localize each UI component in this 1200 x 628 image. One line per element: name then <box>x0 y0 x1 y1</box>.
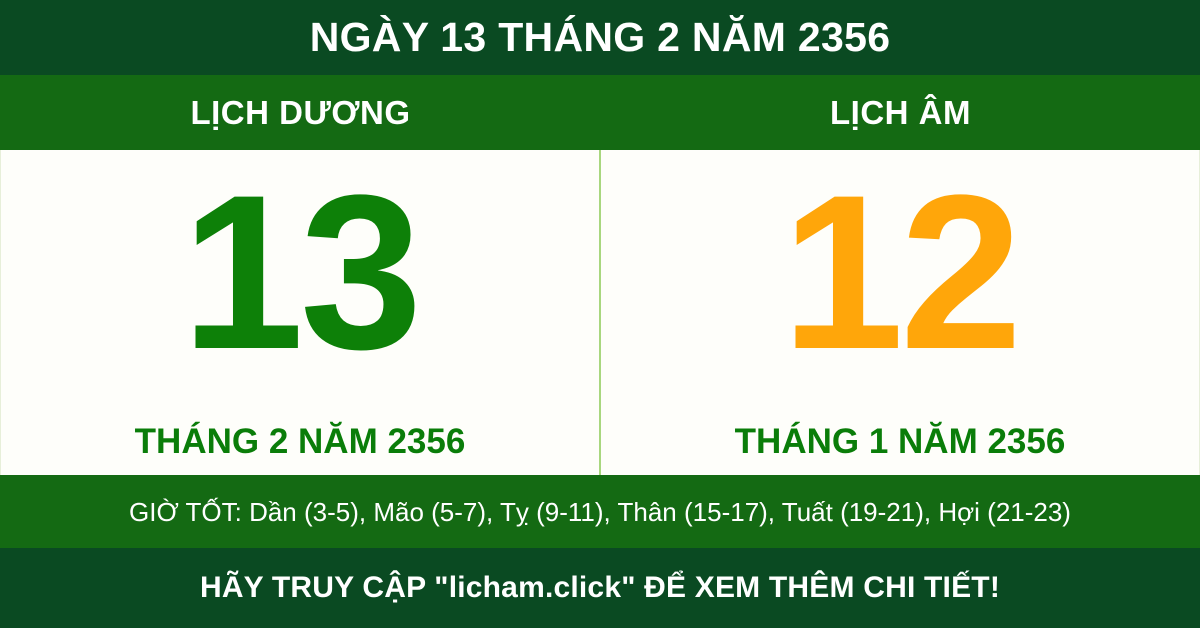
page-title: NGÀY 13 THÁNG 2 NĂM 2356 <box>309 14 891 60</box>
lunar-month-year: THÁNG 1 NĂM 2356 <box>734 422 1066 461</box>
solar-day-number: 13 <box>181 149 423 395</box>
column-title-band: LỊCH DƯƠNG LỊCH ÂM <box>0 75 1200 150</box>
column-header-lunar: LỊCH ÂM <box>830 94 971 131</box>
footer-bar: HÃY TRUY CẬP "licham.click" ĐỂ XEM THÊM … <box>0 548 1200 628</box>
header-bar: NGÀY 13 THÁNG 2 NĂM 2356 <box>0 0 1200 75</box>
lunar-day-number: 12 <box>781 149 1023 395</box>
solar-date-panel: 13 THÁNG 2 NĂM 2356 <box>1 150 601 475</box>
column-header-solar: LỊCH DƯƠNG <box>190 94 411 131</box>
footer-call-to-action: HÃY TRUY CẬP "licham.click" ĐỂ XEM THÊM … <box>199 571 1001 604</box>
date-panels: 13 THÁNG 2 NĂM 2356 12 THÁNG 1 NĂM 2356 <box>0 150 1200 475</box>
good-hours-text: GIỜ TỐT: Dần (3-5), Mão (5-7), Tỵ (9-11)… <box>129 496 1071 527</box>
good-hours-bar: GIỜ TỐT: Dần (3-5), Mão (5-7), Tỵ (9-11)… <box>0 475 1200 548</box>
lunar-date-panel: 12 THÁNG 1 NĂM 2356 <box>601 150 1199 475</box>
solar-month-year: THÁNG 2 NĂM 2356 <box>134 422 466 461</box>
